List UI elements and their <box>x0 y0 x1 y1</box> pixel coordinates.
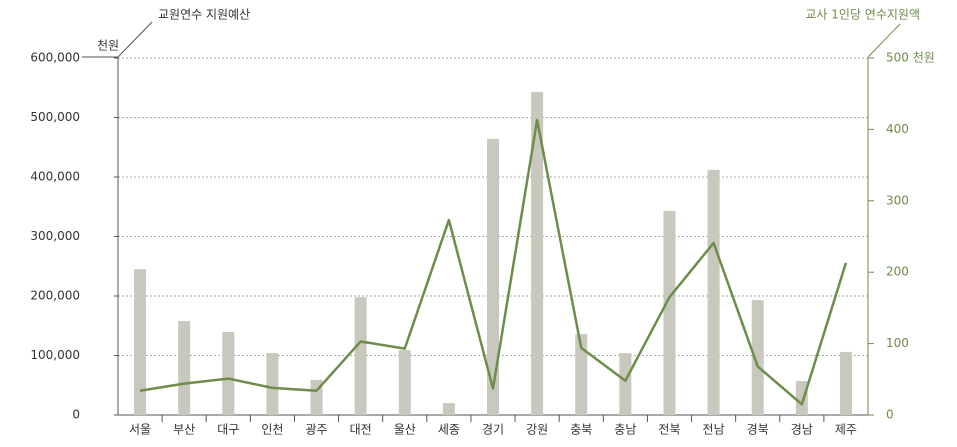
x-tick-label: 서울 <box>129 423 151 437</box>
bar <box>751 300 764 415</box>
bar <box>487 138 499 416</box>
y-tick-label: 100,000 <box>30 348 80 362</box>
y-tick-label: 300,000 <box>30 229 80 243</box>
y-tick-label: 600,000 <box>30 51 80 65</box>
line <box>139 118 848 406</box>
left-axis-title: 교원연수 지원예산 <box>158 8 250 22</box>
y2-tick-label: 100 <box>886 336 909 350</box>
x-tick-label: 경남 <box>791 423 813 437</box>
bar <box>134 269 147 415</box>
x-tick-label: 전남 <box>703 423 725 437</box>
y2-tick-label: 300 <box>886 193 909 207</box>
x-tick-label: 인천 <box>261 422 283 437</box>
y-tick-label: 200,000 <box>30 289 80 303</box>
bar <box>575 334 588 415</box>
x-tick-label: 충북 <box>570 423 592 437</box>
y2-tick-label: 500 천원 <box>886 50 935 65</box>
y2-tick-label: 400 <box>886 122 909 136</box>
x-tick-label: 대전 <box>350 423 372 437</box>
bar <box>663 210 676 415</box>
right-title-leader <box>867 23 901 58</box>
x-tick-label: 전북 <box>658 423 680 437</box>
y2-tick-label: 0 <box>886 408 894 422</box>
y2-tick-label: 200 <box>886 265 909 279</box>
bar <box>531 91 544 415</box>
x-tick-label: 울산 <box>394 423 416 437</box>
right-axis-title: 교사 1인당 연수지원액 <box>805 8 920 22</box>
bar <box>707 169 720 415</box>
x-tick-label: 제주 <box>835 423 857 437</box>
bar <box>178 320 191 415</box>
x-tick-label: 세종 <box>438 423 460 437</box>
bar <box>619 353 632 415</box>
x-tick-label: 충남 <box>614 423 636 437</box>
y-tick-label: 500,000 <box>30 110 80 124</box>
x-tick-label: 광주 <box>305 423 327 437</box>
bar <box>795 381 808 415</box>
x-tick-label: 경기 <box>482 423 504 437</box>
x-tick-label: 대구 <box>217 423 239 437</box>
x-tick-label: 강원 <box>526 423 548 437</box>
x-tick-label: 부산 <box>173 423 195 437</box>
bar <box>222 331 235 415</box>
bar <box>354 297 367 415</box>
bar <box>442 403 455 415</box>
bar <box>398 350 411 415</box>
y-tick-label: 400,000 <box>30 170 80 184</box>
y-tick-label: 0 <box>72 408 80 422</box>
bar <box>839 351 852 415</box>
bar <box>266 353 279 415</box>
x-tick-label: 경북 <box>747 423 769 437</box>
left-unit: 천원 <box>97 38 119 53</box>
left-title-leader <box>82 21 153 58</box>
